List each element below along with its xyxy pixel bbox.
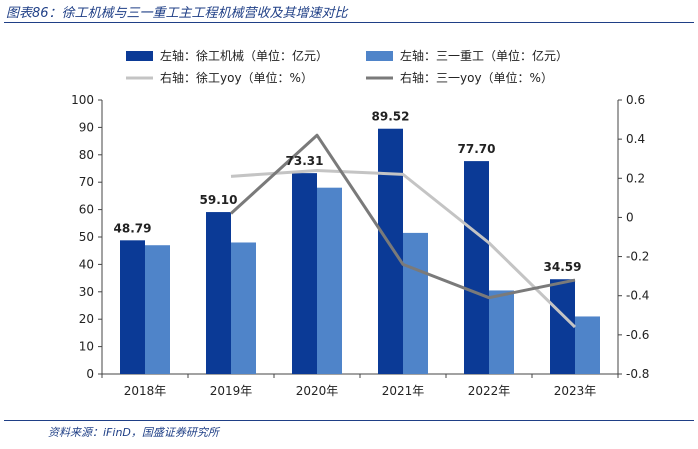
figure-title: 图表86：徐工机械与三一重工主工程机械营收及其增速对比 <box>6 6 348 21</box>
xugong-revenue-bar <box>292 173 317 374</box>
left-tick-label: 100 <box>71 93 94 107</box>
bar-data-label: 73.31 <box>286 154 324 168</box>
xugong-yoy-line <box>230 168 577 329</box>
xugong-revenue-bar <box>550 279 575 374</box>
sany-revenue-bar <box>231 242 256 374</box>
left-tick-label: 10 <box>79 340 94 354</box>
x-tick-label: 2018年 <box>124 384 167 398</box>
source-note: 资料来源：iFinD，国盛证券研究所 <box>48 426 219 439</box>
right-tick-label: -0.6 <box>626 328 649 342</box>
left-tick-label: 0 <box>86 367 94 381</box>
sany-revenue-bar <box>489 290 514 374</box>
left-tick-label: 60 <box>79 203 94 217</box>
bar-data-label: 34.59 <box>544 260 582 274</box>
legend-label: 右轴：三一yoy（单位：%） <box>400 70 553 85</box>
x-tick-label: 2020年 <box>296 384 339 398</box>
xugong-revenue-bar <box>464 161 489 374</box>
x-tick-label: 2021年 <box>382 384 425 398</box>
left-tick-label: 40 <box>79 257 94 271</box>
sany-revenue-bar <box>575 316 600 374</box>
x-tick-label: 2023年 <box>554 384 597 398</box>
source-rule <box>4 420 694 421</box>
left-tick-label: 20 <box>79 312 94 326</box>
bar-data-label: 48.79 <box>114 221 152 235</box>
bar-data-label: 77.70 <box>458 142 496 156</box>
sany-yoy-line <box>229 133 576 300</box>
right-tick-label: 0.2 <box>626 171 645 185</box>
legend-label: 左轴：徐工机械（单位：亿元） <box>160 48 328 63</box>
right-tick-label: 0.6 <box>626 93 645 107</box>
right-tick-label: -0.2 <box>626 250 649 264</box>
legend-label: 左轴：三一重工（单位：亿元） <box>400 48 568 63</box>
left-tick-label: 50 <box>79 230 94 244</box>
legend-label: 右轴：徐工yoy（单位：%） <box>160 70 313 85</box>
sany-revenue-bar <box>317 187 342 374</box>
title-rule <box>4 22 694 23</box>
bar-data-label: 59.10 <box>200 193 238 207</box>
x-tick-label: 2019年 <box>210 384 253 398</box>
left-tick-label: 80 <box>79 148 94 162</box>
xugong-revenue-bar <box>378 128 403 374</box>
bar-data-label: 89.52 <box>372 110 410 124</box>
sany-revenue-bar <box>145 245 170 374</box>
left-tick-label: 30 <box>79 285 94 299</box>
x-tick-label: 2022年 <box>468 384 511 398</box>
xugong-revenue-bar <box>206 212 231 374</box>
sany-revenue-bar <box>403 232 428 374</box>
right-tick-label: 0.4 <box>626 132 645 146</box>
right-tick-label: 0 <box>626 210 634 224</box>
legend-swatch-bar <box>366 51 393 61</box>
right-tick-label: -0.4 <box>626 289 649 303</box>
legend-swatch-bar <box>126 51 153 61</box>
right-tick-label: -0.8 <box>626 367 649 381</box>
left-tick-label: 70 <box>79 175 94 189</box>
left-tick-label: 90 <box>79 120 94 134</box>
xugong-revenue-bar <box>120 240 145 374</box>
